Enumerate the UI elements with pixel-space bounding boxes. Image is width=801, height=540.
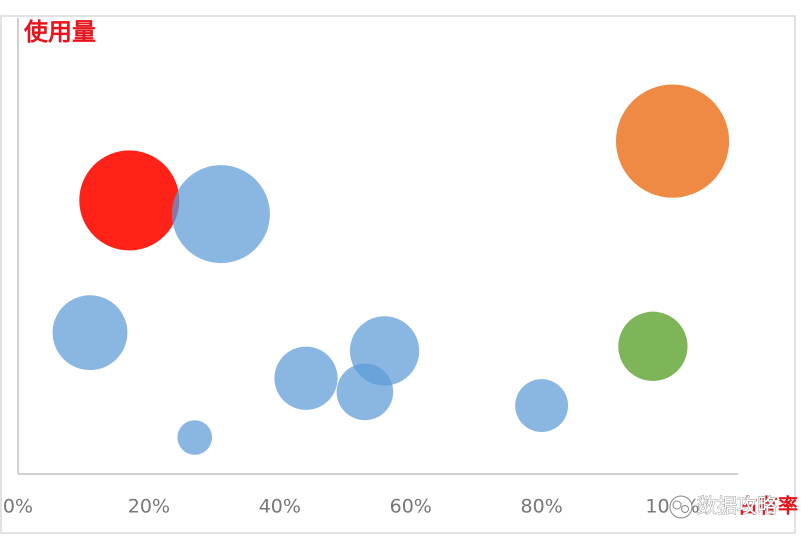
watermark-icon-part [681, 505, 689, 513]
bubbles [52, 84, 730, 455]
bubble [615, 84, 730, 198]
bubble [52, 295, 128, 371]
x-tick-label: 20% [128, 496, 170, 518]
watermark: 数据攻略 [669, 493, 777, 519]
y-axis-title: 使用量 [23, 18, 96, 46]
x-ticks: 0%20%40%60%80%100% [3, 496, 700, 518]
bubble [79, 150, 180, 251]
bubble [171, 165, 270, 264]
watermark-icon-part [672, 500, 682, 510]
x-tick-label: 40% [259, 496, 301, 518]
watermark-text: 数据攻略 [697, 494, 777, 518]
x-tick-label: 80% [521, 496, 563, 518]
x-axis-title: 占有率 [738, 494, 798, 518]
bubble [618, 311, 688, 381]
bubble [177, 420, 213, 455]
bubble [274, 346, 338, 410]
x-tick-label: 60% [390, 496, 432, 518]
bubble [336, 363, 394, 421]
bubble [515, 379, 569, 433]
x-tick-label: 0% [3, 496, 33, 518]
